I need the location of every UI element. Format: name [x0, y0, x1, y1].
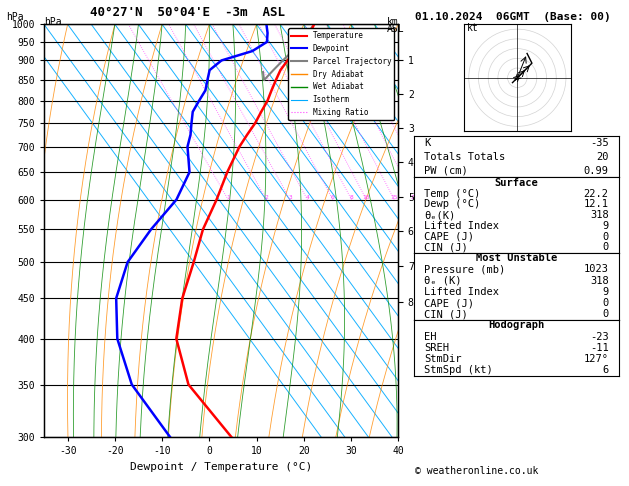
- Text: 4: 4: [306, 194, 309, 200]
- Text: CIN (J): CIN (J): [424, 309, 468, 319]
- Text: -11: -11: [590, 343, 609, 353]
- Text: 22.2: 22.2: [584, 189, 609, 199]
- Text: km: km: [387, 17, 399, 27]
- Text: StmSpd (kt): StmSpd (kt): [424, 365, 493, 375]
- Text: 1: 1: [226, 194, 230, 200]
- Text: PW (cm): PW (cm): [424, 166, 468, 175]
- Text: Lifted Index: Lifted Index: [424, 221, 499, 231]
- Text: EH: EH: [424, 331, 437, 342]
- Text: Hodograph: Hodograph: [488, 320, 545, 330]
- Text: CAPE (J): CAPE (J): [424, 298, 474, 308]
- Text: 8: 8: [350, 194, 353, 200]
- Text: Temp (°C): Temp (°C): [424, 189, 481, 199]
- Text: θₑ (K): θₑ (K): [424, 276, 462, 286]
- Text: 40°27'N  50°04'E  -3m  ASL: 40°27'N 50°04'E -3m ASL: [90, 6, 285, 19]
- Text: 12.1: 12.1: [584, 199, 609, 209]
- Text: SREH: SREH: [424, 343, 449, 353]
- Text: Lifted Index: Lifted Index: [424, 287, 499, 297]
- Text: -35: -35: [590, 138, 609, 148]
- Text: K: K: [424, 138, 430, 148]
- Text: 0.99: 0.99: [584, 166, 609, 175]
- Text: 0: 0: [603, 243, 609, 252]
- Text: Most Unstable: Most Unstable: [476, 253, 557, 263]
- X-axis label: Dewpoint / Temperature (°C): Dewpoint / Temperature (°C): [130, 462, 312, 472]
- Legend: Temperature, Dewpoint, Parcel Trajectory, Dry Adiabat, Wet Adiabat, Isotherm, Mi: Temperature, Dewpoint, Parcel Trajectory…: [288, 28, 394, 120]
- Text: 318: 318: [590, 210, 609, 220]
- Text: Pressure (mb): Pressure (mb): [424, 264, 505, 275]
- Text: Dewp (°C): Dewp (°C): [424, 199, 481, 209]
- Text: 01.10.2024  06GMT  (Base: 00): 01.10.2024 06GMT (Base: 00): [415, 12, 611, 22]
- Text: 0: 0: [603, 309, 609, 319]
- Text: 9: 9: [603, 221, 609, 231]
- Text: 318: 318: [590, 276, 609, 286]
- Text: hPa: hPa: [6, 12, 24, 22]
- Text: CAPE (J): CAPE (J): [424, 231, 474, 242]
- Text: 10: 10: [363, 194, 370, 200]
- Text: 0: 0: [603, 298, 609, 308]
- Text: 6: 6: [331, 194, 335, 200]
- Text: 20: 20: [411, 194, 418, 200]
- Text: LCL: LCL: [379, 68, 393, 77]
- Text: 25: 25: [427, 194, 435, 200]
- Text: hPa: hPa: [44, 17, 62, 27]
- Text: StmDir: StmDir: [424, 354, 462, 364]
- Text: ASL: ASL: [387, 24, 404, 35]
- Text: © weatheronline.co.uk: © weatheronline.co.uk: [415, 466, 538, 476]
- Text: 20: 20: [596, 152, 609, 162]
- Text: 1023: 1023: [584, 264, 609, 275]
- Text: 127°: 127°: [584, 354, 609, 364]
- Text: 15: 15: [391, 194, 398, 200]
- Text: 6: 6: [603, 365, 609, 375]
- Text: -23: -23: [590, 331, 609, 342]
- Text: 0: 0: [603, 231, 609, 242]
- Text: 2: 2: [265, 194, 268, 200]
- Text: 3: 3: [288, 194, 292, 200]
- Text: Surface: Surface: [494, 178, 538, 188]
- Text: 9: 9: [603, 287, 609, 297]
- Text: kt: kt: [467, 23, 479, 33]
- Text: Totals Totals: Totals Totals: [424, 152, 505, 162]
- Text: CIN (J): CIN (J): [424, 243, 468, 252]
- Text: θₑ(K): θₑ(K): [424, 210, 455, 220]
